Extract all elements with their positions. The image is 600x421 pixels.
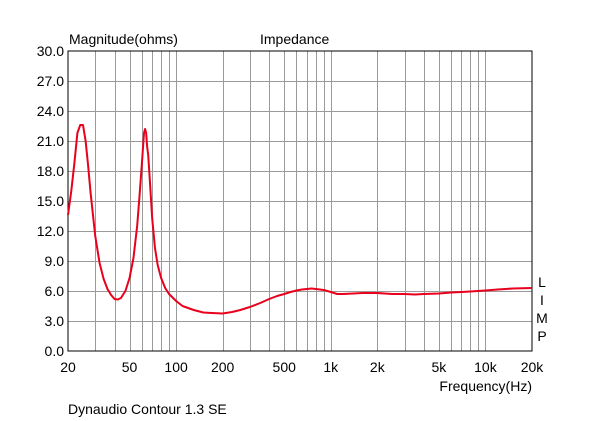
y-tick-label: 18.0 xyxy=(37,163,64,179)
x-tick-label: 50 xyxy=(122,359,138,375)
x-tick-label: 100 xyxy=(164,359,188,375)
plot-frame xyxy=(67,50,533,352)
x-tick-label: 20 xyxy=(60,359,76,375)
y-tick-label: 9.0 xyxy=(45,253,65,269)
x-tick-label: 20k xyxy=(521,359,545,375)
x-tick-label: 10k xyxy=(474,359,498,375)
x-tick-labels: 20 50 100 200 500 1k 2k 5k 10k 20k xyxy=(60,359,544,375)
x-tick-label: 1k xyxy=(323,359,339,375)
side-label-l: L xyxy=(538,274,546,290)
grid-lines xyxy=(68,51,532,351)
y-tick-label: 12.0 xyxy=(37,223,64,239)
x-tick-label: 500 xyxy=(273,359,297,375)
y-tick-label: 21.0 xyxy=(37,133,64,149)
y-tick-label: 15.0 xyxy=(37,193,64,209)
y-tick-label: 24.0 xyxy=(37,103,64,119)
y-tick-labels: 0.0 3.0 6.0 9.0 12.0 15.0 18.0 21.0 24.0 27.0 30.0 xyxy=(37,43,64,359)
y-tick-label: 27.0 xyxy=(37,73,64,89)
x-axis-label: Frequency(Hz) xyxy=(439,378,532,394)
side-label-i: I xyxy=(540,292,544,308)
chart-title: Impedance xyxy=(260,31,329,47)
y-tick-label: 30.0 xyxy=(37,43,64,59)
y-tick-label: 0.0 xyxy=(45,343,65,359)
y-tick-label: 6.0 xyxy=(45,283,65,299)
y-tick-label: 3.0 xyxy=(45,313,65,329)
x-tick-label: 2k xyxy=(370,359,386,375)
impedance-curve xyxy=(67,124,533,315)
x-tick-label: 5k xyxy=(431,359,447,375)
side-label-p: P xyxy=(537,328,546,344)
x-tick-label: 200 xyxy=(211,359,235,375)
side-label-m: M xyxy=(536,310,548,326)
y-axis-label: Magnitude(ohms) xyxy=(69,31,178,47)
chart-caption: Dynaudio Contour 1.3 SE xyxy=(68,401,227,417)
